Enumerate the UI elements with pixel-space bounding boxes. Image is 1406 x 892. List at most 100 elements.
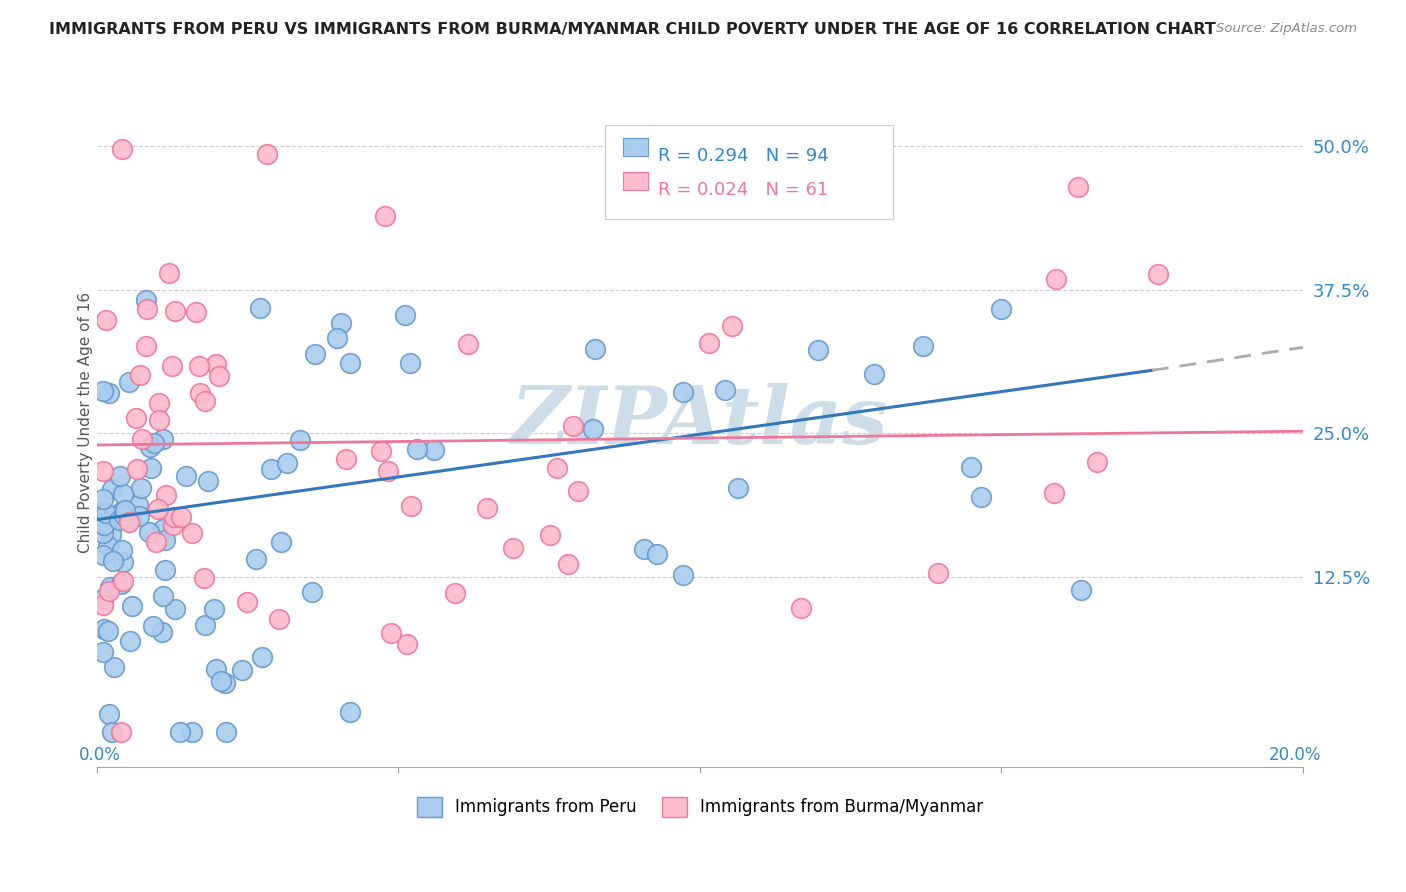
Point xyxy=(138,525,160,540)
Point xyxy=(125,462,148,476)
Point xyxy=(197,475,219,489)
Point xyxy=(208,369,231,384)
Point xyxy=(335,452,357,467)
Point xyxy=(245,551,267,566)
Point xyxy=(215,725,238,739)
Point xyxy=(502,541,524,555)
Point xyxy=(91,548,114,562)
Point xyxy=(546,461,568,475)
Point xyxy=(98,583,121,598)
Point xyxy=(97,624,120,638)
Point xyxy=(301,585,323,599)
Point xyxy=(184,305,207,319)
Point xyxy=(188,359,211,374)
Text: ZIPAtlas: ZIPAtlas xyxy=(512,384,889,461)
Point xyxy=(174,469,197,483)
Point xyxy=(326,331,349,345)
Point xyxy=(259,462,281,476)
Point xyxy=(1067,180,1090,194)
Point xyxy=(181,724,204,739)
Point xyxy=(108,468,131,483)
Point xyxy=(97,539,120,553)
Point xyxy=(111,504,134,518)
Point xyxy=(231,663,253,677)
Point xyxy=(165,304,187,318)
Point xyxy=(91,525,114,540)
Point xyxy=(162,517,184,532)
Point xyxy=(93,518,115,533)
Text: R = 0.024   N = 61: R = 0.024 N = 61 xyxy=(658,181,828,199)
Point xyxy=(118,515,141,529)
Y-axis label: Child Poverty Under the Age of 16: Child Poverty Under the Age of 16 xyxy=(79,292,93,552)
Point xyxy=(163,509,186,524)
Point xyxy=(165,602,187,616)
Point xyxy=(169,725,191,739)
Point xyxy=(374,209,396,223)
Point xyxy=(193,571,215,585)
Point xyxy=(339,705,361,719)
Point xyxy=(444,586,467,600)
Point xyxy=(131,432,153,446)
Point xyxy=(395,636,418,650)
Point xyxy=(91,384,114,399)
Point xyxy=(671,384,693,399)
Point xyxy=(118,375,141,389)
Point xyxy=(457,337,479,351)
Point xyxy=(128,508,150,523)
Point xyxy=(633,541,655,556)
Legend: Immigrants from Peru, Immigrants from Burma/Myanmar: Immigrants from Peru, Immigrants from Bu… xyxy=(411,790,990,823)
Point xyxy=(101,554,124,568)
Point xyxy=(112,508,135,523)
Point xyxy=(329,316,352,330)
Point xyxy=(205,357,228,371)
Point xyxy=(181,525,204,540)
Point xyxy=(582,422,605,436)
Point xyxy=(118,634,141,648)
Point xyxy=(96,313,118,327)
Point xyxy=(202,602,225,616)
Point xyxy=(148,501,170,516)
Point xyxy=(256,146,278,161)
Point xyxy=(100,482,122,496)
Point xyxy=(110,142,132,156)
Point xyxy=(103,659,125,673)
Point xyxy=(170,510,193,524)
Point xyxy=(205,662,228,676)
Point xyxy=(557,557,579,571)
Point xyxy=(270,535,292,549)
Point xyxy=(561,419,583,434)
Point xyxy=(91,492,114,507)
Point xyxy=(100,526,122,541)
Text: Source: ZipAtlas.com: Source: ZipAtlas.com xyxy=(1216,22,1357,36)
Point xyxy=(93,622,115,636)
Point xyxy=(152,589,174,603)
Point xyxy=(111,542,134,557)
Point xyxy=(1043,486,1066,500)
Point xyxy=(152,522,174,536)
Point xyxy=(276,456,298,470)
Point xyxy=(91,464,114,478)
Point xyxy=(370,444,392,458)
Text: 20.0%: 20.0% xyxy=(1268,747,1320,764)
Point xyxy=(645,547,668,561)
Point xyxy=(339,356,361,370)
Point xyxy=(148,413,170,427)
Point xyxy=(110,576,132,591)
Point xyxy=(139,460,162,475)
Point xyxy=(91,504,114,518)
Point xyxy=(567,483,589,498)
Point xyxy=(399,356,422,370)
Point xyxy=(209,674,232,689)
Point xyxy=(269,612,291,626)
Point xyxy=(139,441,162,455)
Point xyxy=(142,619,165,633)
Point xyxy=(91,591,114,606)
Point xyxy=(288,434,311,448)
Point xyxy=(911,339,934,353)
Point xyxy=(406,442,429,456)
Point xyxy=(697,197,720,211)
Point xyxy=(98,385,121,400)
Point xyxy=(148,396,170,410)
Point xyxy=(697,335,720,350)
Point xyxy=(107,512,129,526)
